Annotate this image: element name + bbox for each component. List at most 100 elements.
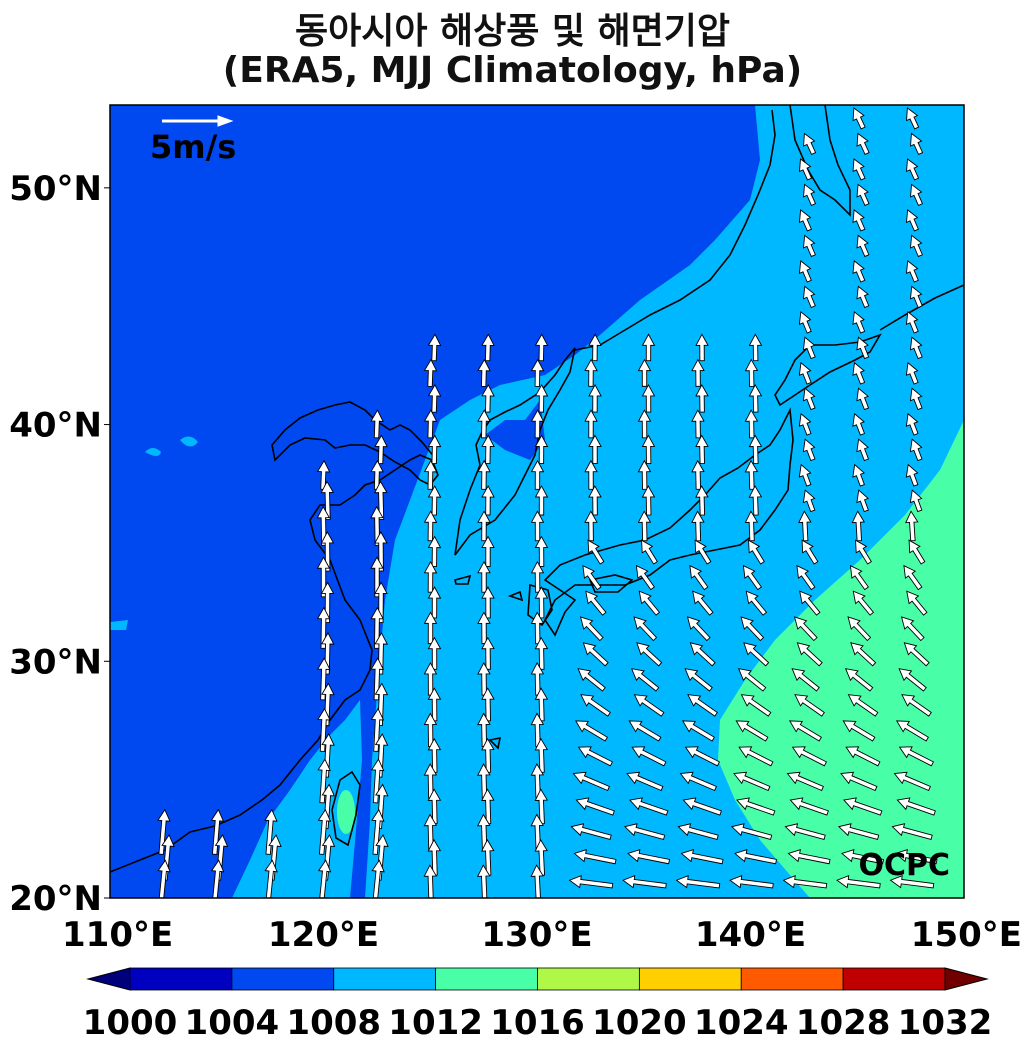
wind-vector-arrow bbox=[534, 535, 549, 567]
wind-vector-arrow bbox=[477, 560, 491, 593]
map-frame bbox=[109, 104, 965, 899]
wind-vector-arrow bbox=[582, 564, 602, 591]
wind-vector-arrow bbox=[374, 434, 388, 465]
colorbar-segment bbox=[435, 967, 538, 991]
wind-vector-arrow bbox=[481, 636, 495, 670]
wind-vector-arrow bbox=[320, 480, 335, 521]
wind-vector-arrow bbox=[477, 459, 491, 490]
wind-vector-arrow bbox=[580, 694, 611, 717]
wind-vector-arrow bbox=[856, 234, 870, 258]
wind-vector-arrow bbox=[856, 489, 870, 513]
lat-tick-label: 40°N bbox=[9, 406, 102, 446]
wind-vector-arrow bbox=[748, 434, 763, 465]
wind-vector-arrow bbox=[798, 260, 812, 283]
wind-vector-arrow bbox=[476, 864, 491, 898]
wind-vector-arrow bbox=[423, 510, 438, 542]
wind-vector-arrow bbox=[371, 859, 385, 898]
coast-primorye bbox=[574, 109, 776, 351]
wind-vector-arrow bbox=[905, 412, 919, 436]
wind-vector-arrow bbox=[852, 412, 866, 436]
lat-tick-label: 50°N bbox=[9, 169, 102, 209]
wind-vector-arrow bbox=[687, 694, 718, 717]
wind-vector-arrow bbox=[905, 361, 919, 385]
wind-vector-arrow bbox=[743, 642, 770, 667]
wind-vector-arrow bbox=[210, 859, 225, 898]
wind-vector-arrow bbox=[677, 823, 719, 840]
wind-vector-arrow bbox=[740, 616, 765, 642]
wind-vector-arrow bbox=[579, 616, 604, 642]
reference-vector-label: 5m/s bbox=[150, 128, 236, 166]
wind-vector-arrow bbox=[530, 510, 545, 542]
colorbar-labels: 1000 1004 1008 1012 1016 1020 1024 1028 1032 bbox=[83, 1003, 993, 1043]
wind-vector-arrow bbox=[748, 539, 765, 565]
wind-vector-arrow bbox=[852, 158, 866, 181]
wind-vector-arrow bbox=[840, 771, 878, 792]
colorbar-level-label: 1032 bbox=[898, 1003, 993, 1043]
wind-vector-arrow bbox=[898, 668, 927, 692]
wind-vector-arrow bbox=[481, 586, 495, 619]
wind-vector-arrow bbox=[691, 409, 705, 439]
wind-vector-arrow bbox=[905, 260, 919, 283]
wind-vector-arrow bbox=[794, 694, 825, 717]
wind-vector-arrow bbox=[735, 720, 769, 742]
wind-vector-arrow bbox=[889, 875, 935, 889]
wind-vector-arrow bbox=[695, 333, 709, 362]
coast-hokkaido bbox=[774, 333, 882, 407]
wind-vector-arrow bbox=[423, 358, 438, 387]
wind-vector-arrow bbox=[798, 209, 813, 232]
wind-vector-arrow bbox=[847, 694, 879, 717]
field-patch-1008b bbox=[145, 448, 161, 456]
wind-vector-arrow bbox=[802, 336, 816, 360]
wind-vector-arrow bbox=[733, 771, 771, 792]
wind-vector-arrow bbox=[423, 409, 438, 439]
wind-vector-arrow bbox=[796, 642, 823, 667]
lon-tick-label: 110°E bbox=[62, 915, 173, 955]
wind-vector-arrow bbox=[641, 485, 656, 516]
wind-vector-arrow bbox=[842, 720, 876, 742]
wind-vector-arrow bbox=[626, 771, 664, 792]
wind-vector-arrow bbox=[627, 849, 671, 865]
wind-vector-arrow bbox=[317, 859, 332, 898]
wind-vector-arrow bbox=[856, 183, 870, 207]
coast-sakhalin bbox=[789, 105, 851, 217]
wind-vector-arrow bbox=[796, 564, 816, 591]
colorbar-segment bbox=[231, 967, 335, 991]
wind-vector-arrow bbox=[802, 234, 816, 258]
wind-vector-arrow bbox=[582, 642, 609, 667]
wind-vector-arrow bbox=[909, 285, 923, 309]
wind-vector-arrow bbox=[730, 823, 773, 840]
wind-vector-arrow bbox=[317, 808, 332, 855]
wind-vector-arrow bbox=[157, 859, 171, 898]
wind-vector-arrow bbox=[686, 616, 711, 642]
wind-vector-arrow bbox=[427, 687, 442, 722]
wind-vector-arrow bbox=[573, 849, 617, 865]
wind-vector-arrow bbox=[481, 687, 495, 722]
wind-vector-arrow bbox=[852, 107, 866, 130]
wind-vector-arrow bbox=[695, 434, 709, 465]
wind-vector-arrow bbox=[798, 510, 812, 542]
wind-vector-arrow bbox=[427, 737, 442, 773]
colorbar-level-label: 1000 bbox=[83, 1003, 178, 1043]
latitude-ticks: 20°N 30°N 40°N 50°N bbox=[9, 169, 110, 919]
coast-japan bbox=[543, 407, 794, 637]
wind-vector-arrow bbox=[427, 333, 442, 362]
wind-vector-arrow bbox=[844, 668, 874, 692]
wind-vector-arrow bbox=[427, 383, 442, 413]
wind-vector-arrow bbox=[574, 720, 608, 742]
colorbar-level-label: 1004 bbox=[185, 1003, 280, 1043]
colorbar-level-label: 1020 bbox=[592, 1003, 687, 1043]
wind-vector-arrow bbox=[695, 383, 709, 413]
chart-title: 동아시아 해상풍 및 해면기압 bbox=[294, 11, 731, 52]
wind-vector-arrow bbox=[745, 590, 768, 616]
wind-vector-arrow bbox=[852, 590, 875, 616]
wind-vector-arrow bbox=[691, 510, 705, 542]
wind-vector-arrow bbox=[481, 434, 495, 465]
wind-vector-arrow bbox=[628, 720, 662, 742]
wind-vector-arrow bbox=[789, 797, 829, 816]
coast-kyushu bbox=[527, 583, 553, 627]
colorbar-level-label: 1008 bbox=[286, 1003, 381, 1043]
wind-vector-arrow bbox=[837, 823, 880, 840]
wind-vector-arrow bbox=[631, 746, 667, 767]
wind-vector-arrow bbox=[481, 333, 495, 362]
wind-vector-arrow bbox=[856, 438, 870, 462]
